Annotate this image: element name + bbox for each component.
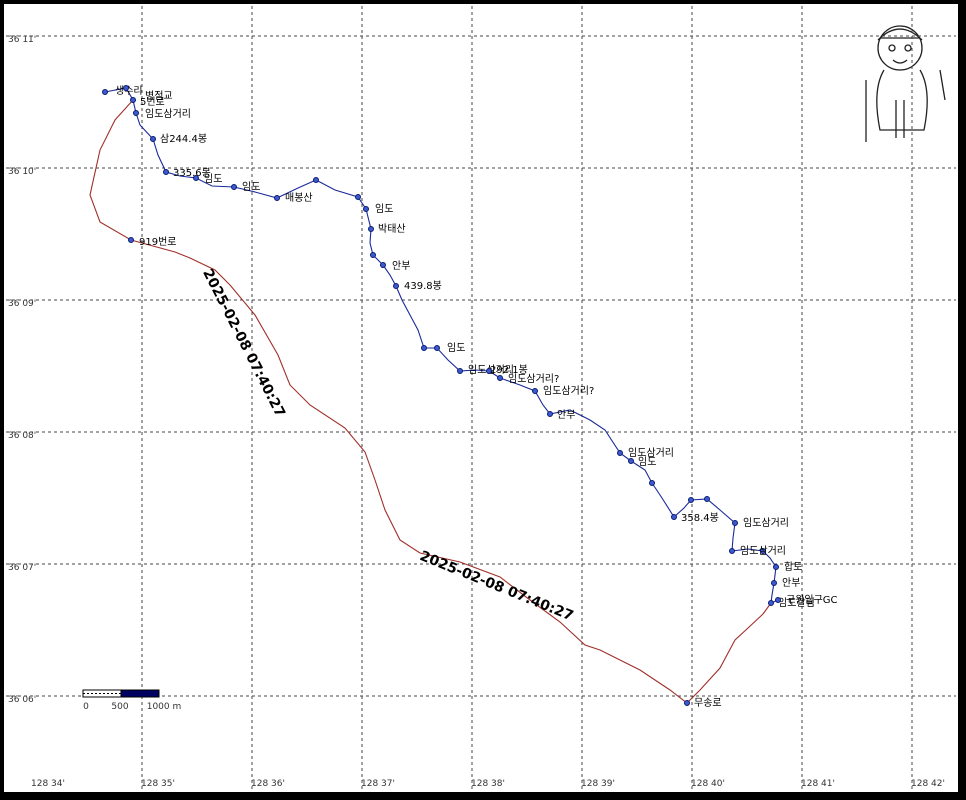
waypoint-label: 생수리 (115, 85, 143, 97)
waypoint (380, 262, 386, 268)
lon-label: 128 36' (251, 779, 285, 789)
waypoint (150, 136, 156, 142)
waypoint (732, 520, 738, 526)
lat-label: 36 08' (8, 431, 36, 441)
waypoint-label: 439.8봉 (404, 280, 442, 292)
track-node (704, 496, 710, 502)
waypoint (128, 237, 134, 243)
waypoint (123, 85, 129, 91)
lon-label: 128 41' (801, 779, 835, 789)
lon-label: 128 40' (691, 779, 725, 789)
mascot-icon (865, 25, 946, 142)
lon-label: 128 37' (361, 779, 395, 789)
waypoint (617, 450, 623, 456)
waypoint (768, 600, 774, 606)
scale-bar-segment (120, 689, 160, 698)
waypoint (434, 345, 440, 351)
waypoint-label: 292.1봉 (490, 364, 528, 376)
waypoint (486, 368, 492, 374)
waypoint-label: 335.6봉 (173, 167, 211, 179)
waypoint-label: 임도삼거리 (628, 446, 674, 459)
waypoint (274, 195, 280, 201)
waypoint-label: 안부 (782, 577, 800, 589)
track-node (355, 194, 361, 200)
waypoint (773, 564, 779, 570)
map-background (4, 4, 958, 792)
waypoint (628, 458, 634, 464)
waypoint (771, 580, 777, 586)
waypoint-label: 임도삼거리? (543, 384, 594, 397)
lat-label: 36 10' (8, 167, 36, 177)
track-node (370, 252, 376, 258)
waypoint (684, 700, 690, 706)
waypoint-label: 임도 (204, 172, 222, 185)
track-node (760, 548, 766, 554)
waypoint (393, 283, 399, 289)
waypoint-label: 임도갈림 (778, 596, 815, 609)
waypoint-label: 358.4봉 (681, 512, 719, 524)
lon-label: 128 35' (141, 779, 175, 789)
waypoint (532, 388, 538, 394)
lon-label: 128 39' (581, 779, 615, 789)
waypoint (497, 375, 503, 381)
waypoint-label: 임도 (638, 455, 656, 468)
track-node (649, 480, 655, 486)
waypoint (368, 226, 374, 232)
waypoint-label: 무송로 (694, 697, 722, 709)
waypoint-label: 임도 (242, 180, 260, 193)
waypoint-label: 919번로 (139, 236, 177, 248)
waypoint-label: 임도삼거리? (508, 372, 559, 385)
waypoint (775, 597, 781, 603)
waypoint-label: 병점교 (145, 90, 173, 102)
waypoint (231, 184, 237, 190)
waypoint-label: 임도삼거리 (740, 544, 786, 557)
waypoint-label: 구원입구GC (786, 593, 838, 606)
waypoint (193, 175, 199, 181)
waypoint (547, 411, 553, 417)
track-node (688, 497, 694, 503)
waypoint-label: 합토 (784, 561, 802, 573)
waypoint-label: 매봉산 (285, 192, 313, 204)
waypoint-label: 박태산 (378, 223, 406, 235)
waypoint (457, 368, 463, 374)
scale-label: 1000 m (147, 702, 182, 712)
lon-label: 128 42' (911, 779, 945, 789)
waypoint-label: 임도삼거리 (743, 516, 789, 529)
waypoint-label: 5번로 (140, 96, 165, 108)
lon-label: 128 38' (471, 779, 505, 789)
scale-label: 500 (111, 702, 128, 712)
waypoint-label: 삼244.4봉 (160, 133, 207, 145)
lat-label: 36 09' (8, 299, 36, 309)
waypoint-label: 임도 (375, 202, 393, 215)
waypoint (729, 548, 735, 554)
waypoint-label: 안부 (557, 409, 575, 421)
waypoint-label: 안부 (392, 260, 410, 272)
return-track (89, 99, 772, 704)
waypoint (363, 206, 369, 212)
track-node (313, 177, 319, 183)
lat-label: 36 07' (8, 563, 36, 573)
waypoint-label: 임도삼거리 (145, 107, 191, 120)
waypoint (102, 89, 108, 95)
waypoint (671, 514, 677, 520)
waypoint (130, 97, 136, 103)
waypoint (163, 169, 169, 175)
lat-label: 36 11' (8, 35, 36, 45)
scale-label: 0 (83, 702, 89, 712)
lat-label: 36 06' (8, 695, 36, 705)
waypoint-label: 임도 (447, 341, 465, 354)
track-node (421, 345, 427, 351)
lon-label: 128 34' (31, 779, 65, 789)
waypoint (133, 110, 139, 116)
